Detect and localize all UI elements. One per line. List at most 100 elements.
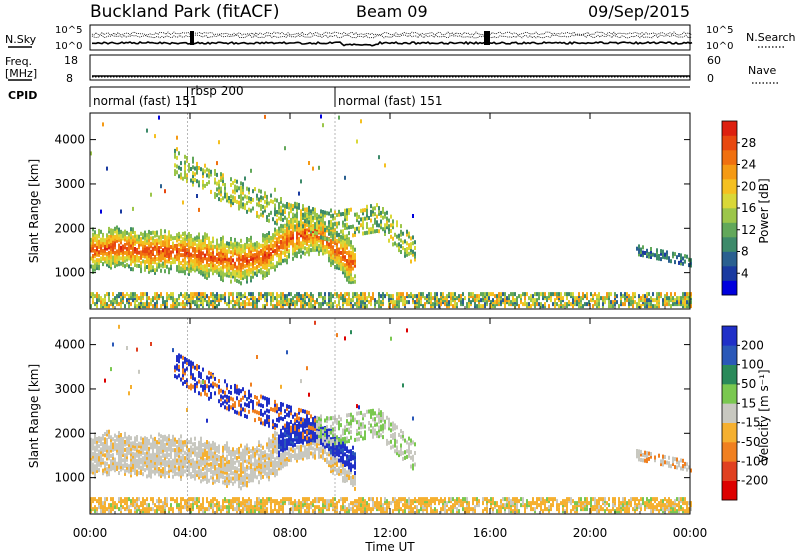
range-cell: [274, 232, 276, 237]
range-cell: [156, 450, 158, 455]
range-cell: [532, 300, 534, 305]
range-cell: [354, 261, 356, 265]
range-cell: [546, 296, 548, 301]
range-cell: [252, 300, 254, 305]
range-cell: [220, 276, 222, 281]
range-cell: [118, 302, 120, 307]
range-cell: [212, 292, 214, 297]
range-cell: [178, 263, 180, 268]
range-cell: [180, 461, 182, 465]
range-cell: [150, 268, 152, 273]
range-cell: [284, 207, 286, 212]
range-cell: [130, 465, 132, 470]
range-cell: [666, 302, 668, 307]
range-cell: [180, 463, 182, 468]
range-cell: [186, 250, 188, 255]
range-cell: [372, 209, 374, 214]
range-cell: [170, 441, 172, 446]
range-cell: [288, 227, 290, 232]
range-cell: [158, 254, 160, 258]
range-cell: [400, 298, 402, 303]
range-cell: [160, 184, 162, 189]
range-cell: [200, 463, 202, 468]
range-cell: [134, 239, 136, 243]
range-cell: [654, 253, 656, 258]
range-cell: [208, 244, 210, 249]
range-cell: [192, 156, 194, 161]
range-cell: [226, 473, 228, 478]
range-cell: [202, 509, 204, 514]
range-cell: [362, 211, 364, 216]
range-cell: [650, 252, 652, 257]
range-cell: [212, 265, 214, 270]
range-cell: [254, 247, 256, 252]
range-cell: [236, 471, 238, 476]
range-cell: [212, 296, 214, 301]
range-cell: [164, 461, 166, 466]
range-cell: [258, 497, 260, 502]
range-cell: [168, 463, 170, 468]
range-cell: [190, 461, 192, 466]
range-cell: [124, 237, 126, 242]
range-cell: [276, 245, 278, 250]
range-cell: [242, 395, 244, 400]
range-cell: [234, 452, 236, 457]
range-cell: [344, 257, 346, 262]
range-cell: [188, 234, 190, 239]
range-cell: [218, 507, 220, 512]
range-cell: [154, 292, 156, 297]
range-cell: [90, 264, 92, 269]
range-cell: [220, 403, 222, 408]
range-cell: [176, 265, 178, 270]
range-cell: [302, 229, 304, 234]
range-cell: [176, 251, 178, 256]
range-cell: [224, 478, 226, 483]
range-cell: [218, 140, 220, 145]
range-cell: [262, 265, 264, 270]
range-cell: [268, 260, 270, 265]
range-cell: [238, 481, 240, 486]
range-cell: [258, 200, 260, 205]
noise-right-tick-top: 10^5: [706, 25, 733, 36]
range-cell: [250, 251, 252, 256]
range-cell: [226, 483, 228, 488]
range-cell: [104, 461, 106, 466]
range-cell: [334, 222, 336, 226]
range-cell: [210, 448, 212, 453]
range-cell: [232, 269, 234, 274]
range-cell: [196, 262, 198, 266]
range-cell: [194, 383, 196, 387]
range-cell: [278, 237, 280, 242]
range-cell: [164, 434, 166, 439]
range-cell: [236, 199, 238, 204]
range-cell: [258, 402, 260, 407]
range-cell: [212, 249, 214, 254]
range-cell: [124, 242, 126, 247]
range-cell: [318, 165, 320, 170]
range-cell: [214, 463, 216, 468]
range-cell: [164, 229, 166, 234]
range-cell: [154, 241, 156, 246]
range-cell: [302, 232, 304, 236]
range-cell: [236, 390, 238, 395]
range-cell: [276, 242, 278, 247]
range-cell: [114, 226, 116, 231]
range-cell: [166, 238, 168, 243]
range-cell: [180, 266, 182, 271]
range-cell: [184, 368, 186, 373]
range-cell: [320, 212, 322, 217]
range-cell: [276, 292, 278, 297]
range-cell: [322, 296, 324, 301]
range-cell: [344, 234, 346, 239]
range-cell: [118, 436, 120, 441]
range-cell: [250, 470, 252, 475]
range-cell: [126, 241, 128, 246]
range-cell: [158, 448, 160, 453]
range-cell: [418, 292, 420, 297]
range-cell: [138, 302, 140, 307]
range-cell: [516, 302, 518, 307]
range-cell: [380, 219, 382, 224]
range-cell: [198, 391, 200, 396]
range-cell: [130, 261, 132, 266]
range-cell: [362, 217, 364, 222]
